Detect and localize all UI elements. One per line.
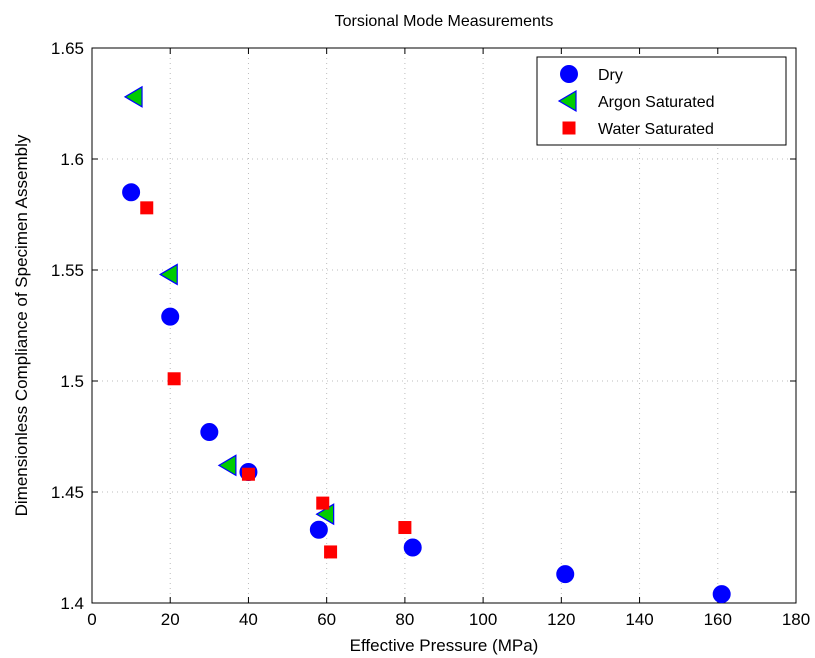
legend-marker [562, 121, 576, 135]
x-tick-label: 0 [87, 610, 96, 629]
y-tick-label: 1.65 [51, 39, 84, 58]
data-point [161, 307, 180, 326]
legend-items: Dry Argon Saturated Water Saturated [557, 65, 715, 138]
legend-label: Dry [598, 67, 623, 84]
legend-label: Argon Saturated [598, 94, 715, 111]
series-argon-saturated [123, 85, 335, 526]
axis-ticks: 0 20 40 60 80 100 120 140 160 180 1.4 1.45 1.5 1.55 1.… [51, 39, 810, 629]
data-point [324, 545, 338, 559]
y-tick-label: 1.55 [51, 261, 84, 280]
x-tick-label: 40 [239, 610, 258, 629]
y-tick-label: 1.6 [60, 150, 84, 169]
data-point [712, 585, 731, 604]
legend-label: Water Saturated [598, 121, 714, 138]
data-points [122, 85, 731, 604]
data-point [123, 85, 143, 108]
plot-area-frame [91, 47, 797, 604]
legend-item: Dry [560, 65, 623, 84]
x-tick-label: 80 [395, 610, 414, 629]
legend-item: Argon Saturated [557, 89, 715, 113]
x-tick-label: 140 [625, 610, 653, 629]
y-tick-label: 1.45 [51, 483, 84, 502]
data-point [398, 521, 412, 535]
legend-marker [560, 65, 578, 83]
y-axis-label: Dimensionless Compliance of Specimen Ass… [12, 134, 31, 516]
y-tick-label: 1.4 [60, 594, 84, 613]
x-tick-label: 20 [161, 610, 180, 629]
x-tick-label: 100 [469, 610, 497, 629]
chart-title: Torsional Mode Measurements [335, 13, 554, 30]
data-point [200, 423, 219, 442]
x-tick-label: 180 [782, 610, 810, 629]
x-tick-label: 60 [317, 610, 336, 629]
data-point [140, 201, 154, 215]
data-point [122, 183, 141, 202]
legend-marker [557, 89, 577, 113]
x-tick-label: 160 [704, 610, 732, 629]
y-tick-label: 1.5 [60, 372, 84, 391]
data-point [159, 263, 178, 286]
data-point [167, 372, 181, 386]
x-tick-label: 120 [547, 610, 575, 629]
data-point [241, 467, 255, 481]
series-water-saturated [140, 201, 412, 559]
x-axis-label: Effective Pressure (MPa) [350, 636, 539, 655]
data-point [403, 538, 422, 557]
legend-box [536, 56, 787, 146]
legend-item: Water Saturated [562, 121, 714, 138]
series-dry [122, 183, 731, 604]
data-point [556, 565, 575, 584]
data-point [309, 520, 328, 539]
data-point [217, 454, 237, 477]
data-point [316, 496, 330, 510]
legend: Dry Argon Saturated Water Saturated [536, 56, 787, 146]
